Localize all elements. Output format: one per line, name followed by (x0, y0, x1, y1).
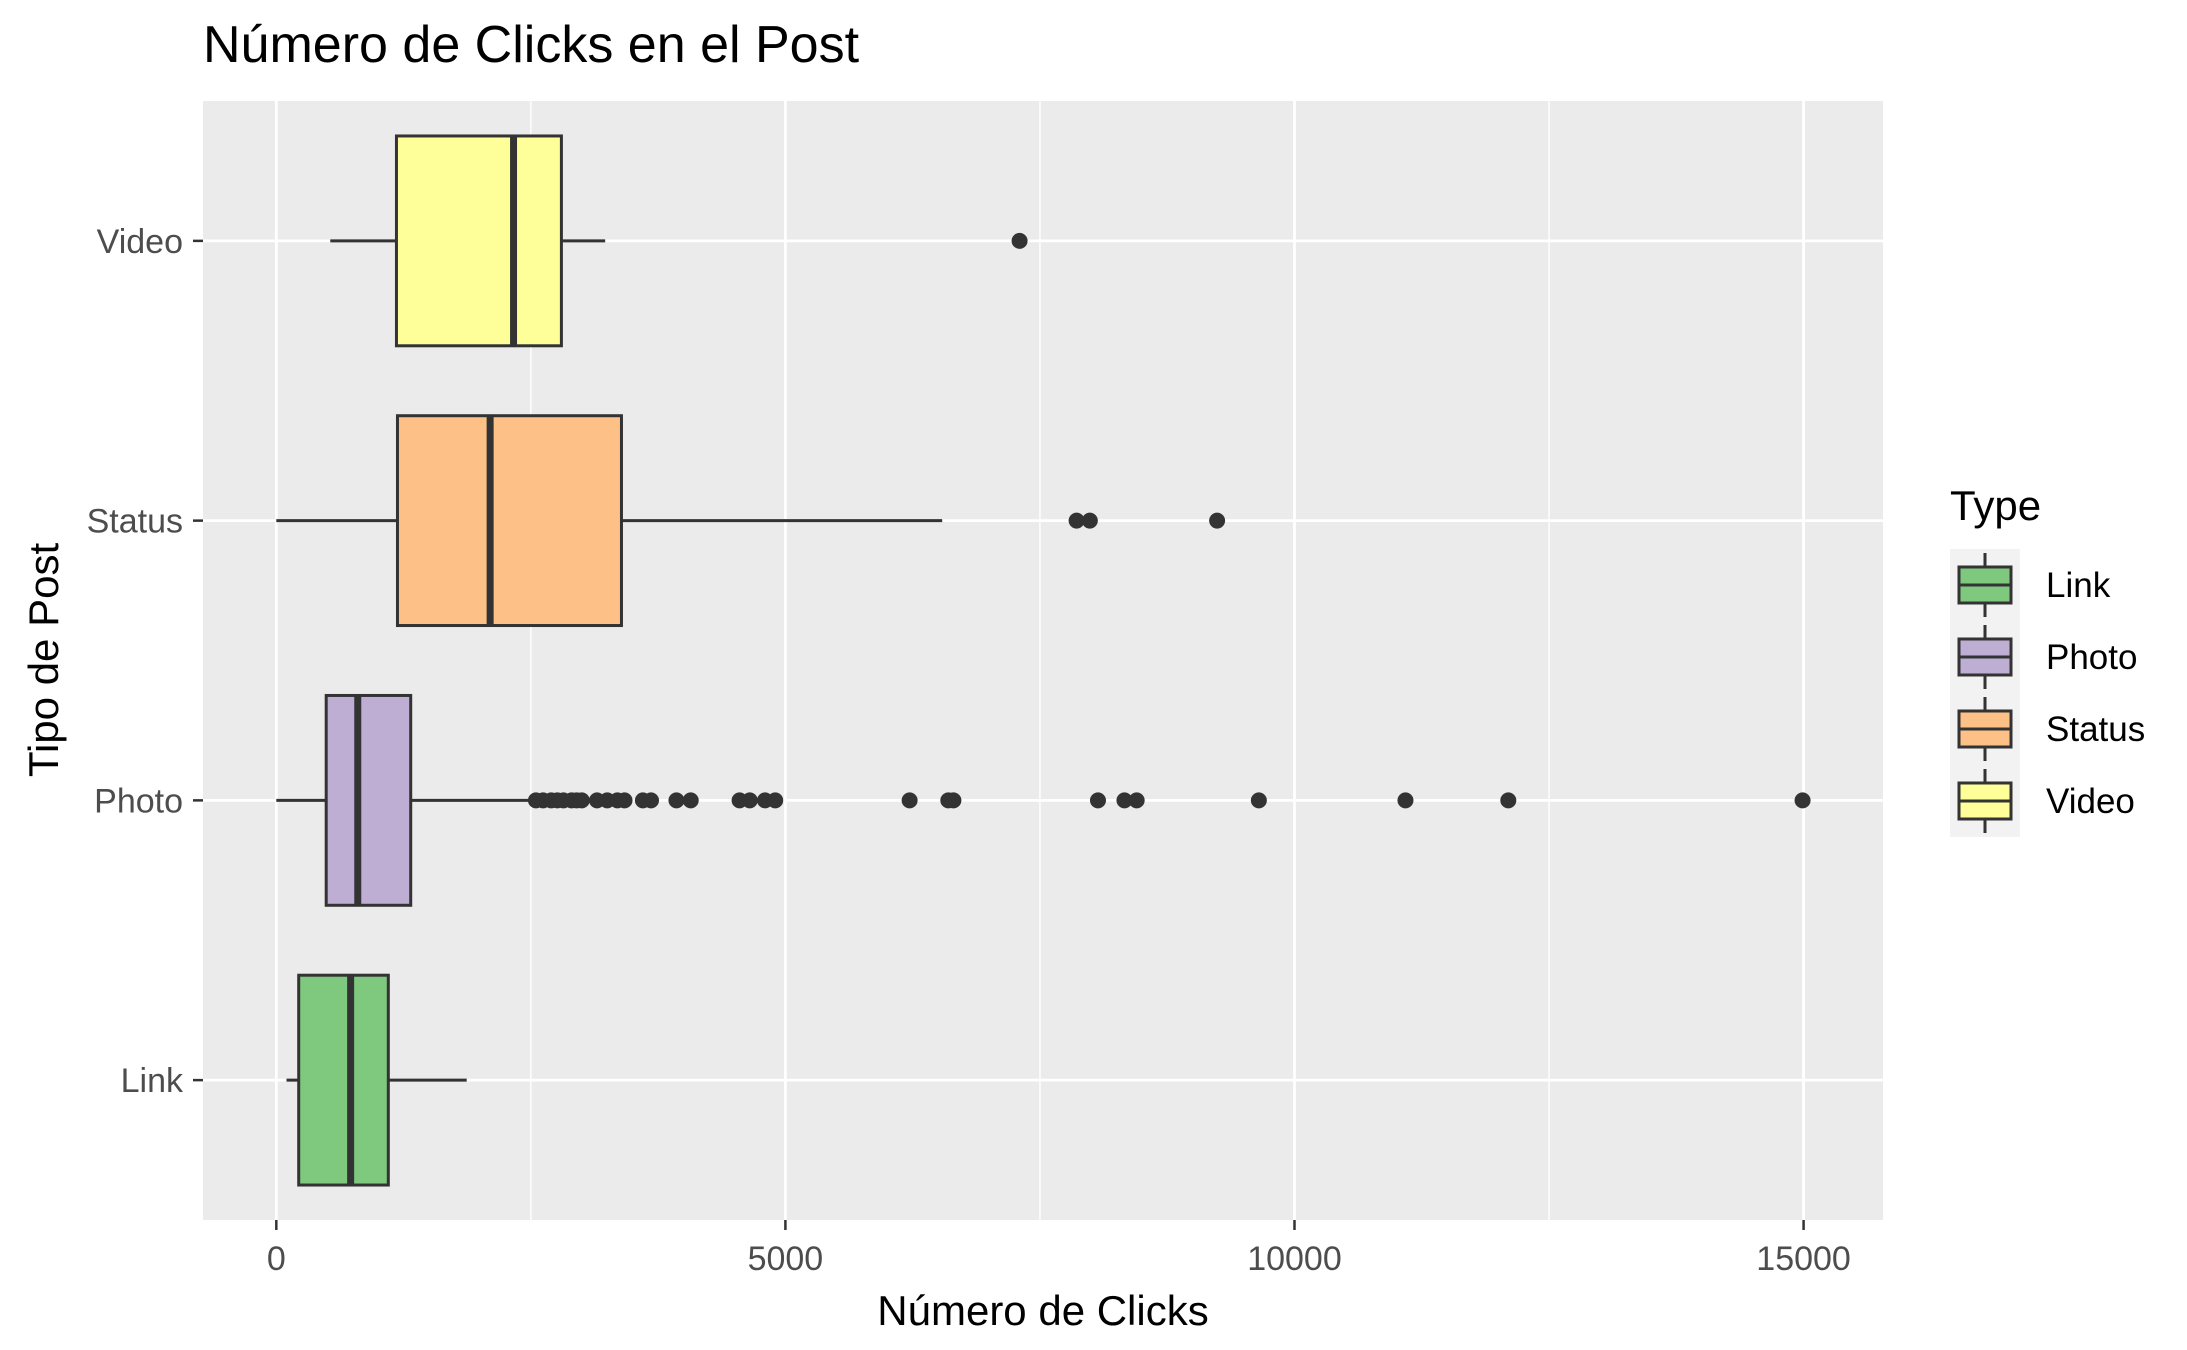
outlier-point (945, 792, 962, 809)
legend-key-status (1957, 697, 2013, 761)
outlier-point (1397, 792, 1414, 809)
outlier-point (1089, 792, 1106, 809)
y-tick-label: Link (121, 1062, 184, 1100)
outlier-point (901, 792, 918, 809)
outlier-point (1081, 512, 1098, 529)
box (324, 693, 413, 907)
outlier-point (1500, 792, 1517, 809)
legend-label-photo: Photo (2046, 638, 2137, 677)
outlier-point (643, 792, 659, 809)
legend-title: Type (1950, 482, 2041, 529)
boxplot-video (330, 134, 1028, 348)
y-tick-label: Photo (94, 782, 183, 820)
outlier-point (573, 792, 590, 809)
legend-key-photo (1957, 625, 2013, 689)
outlier-point (1794, 792, 1811, 809)
x-axis-title: Número de Clicks (877, 1287, 1208, 1334)
box (394, 134, 563, 348)
outlier-point (1068, 512, 1085, 529)
outlier-point (1209, 512, 1226, 529)
legend-key-video (1957, 769, 2013, 833)
outlier-point (682, 792, 699, 809)
legend: Type Link Photo Status Video (1950, 482, 2145, 837)
legend-label-status: Status (2046, 710, 2145, 749)
y-axis: Link Photo Status Video (87, 223, 203, 1100)
outlier-point (1116, 792, 1133, 809)
boxes-layer (276, 134, 1811, 1187)
outlier-point (1128, 792, 1145, 809)
x-tick-label: 15000 (1756, 1240, 1851, 1278)
x-tick-label: 0 (267, 1240, 286, 1278)
box (297, 973, 390, 1187)
chart-title: Número de Clicks en el Post (203, 16, 860, 74)
y-axis-title: Tipo de Post (20, 543, 67, 778)
major-gridlines (203, 101, 1883, 1220)
outlier-point (1250, 792, 1267, 809)
legend-key-link (1957, 553, 2013, 617)
box (395, 414, 623, 628)
legend-label-video: Video (2046, 782, 2135, 821)
legend-label-link: Link (2046, 566, 2111, 605)
x-tick-label: 10000 (1247, 1240, 1342, 1278)
y-tick-label: Video (97, 223, 183, 261)
outlier-point (1011, 232, 1028, 249)
boxplot-link (286, 973, 467, 1187)
boxplot-status (276, 414, 1226, 628)
y-tick-label: Status (87, 503, 183, 541)
outlier-point (767, 792, 784, 809)
outlier-point (668, 792, 685, 809)
x-axis: 0 5000 10000 15000 (267, 1220, 1851, 1278)
outlier-point (616, 792, 633, 809)
boxplot-photo (276, 693, 1811, 907)
outlier-point (741, 792, 758, 809)
x-tick-label: 5000 (748, 1240, 824, 1278)
